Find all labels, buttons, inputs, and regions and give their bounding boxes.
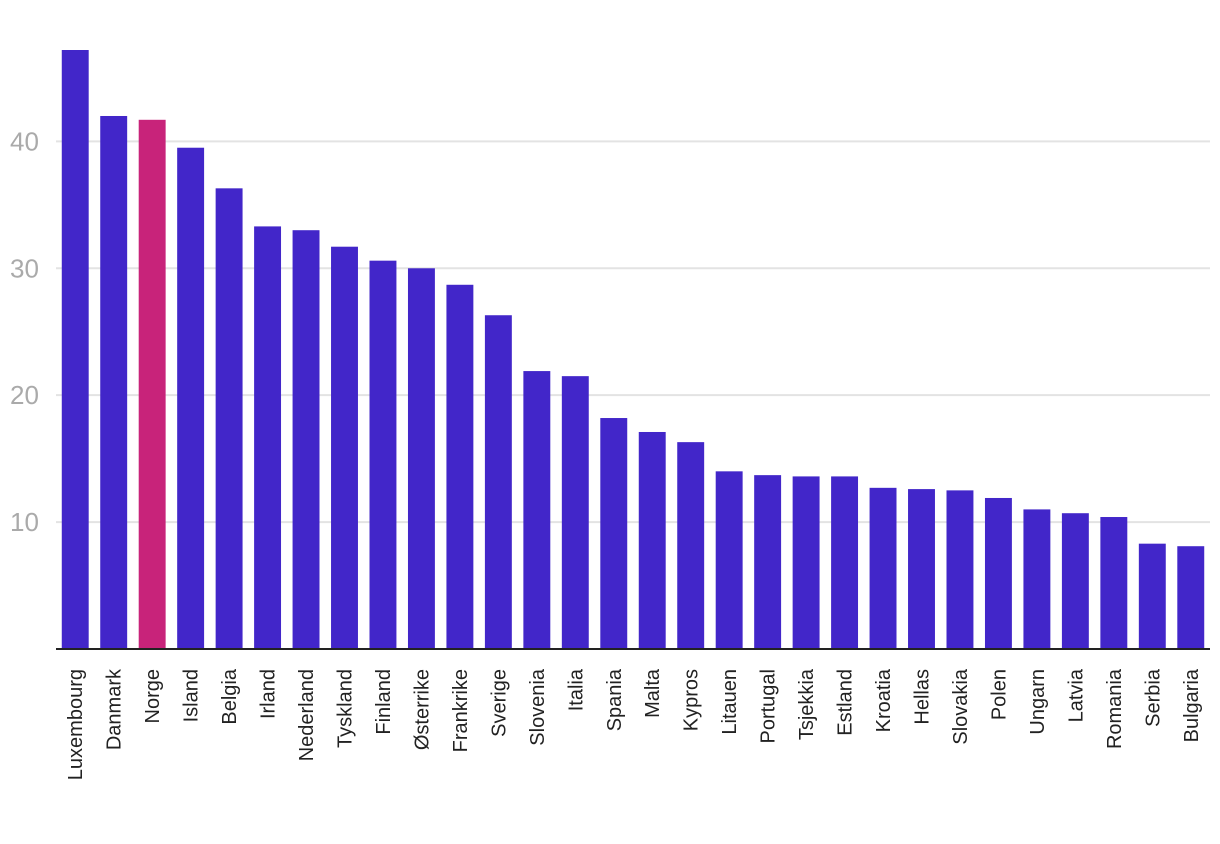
bar (138, 119, 166, 650)
x-tick-label: Kroatia (873, 668, 895, 732)
x-tick-label: Ungarn (1027, 669, 1049, 735)
bar (984, 497, 1012, 649)
y-tick-label: 30 (10, 253, 39, 283)
x-tick-label: Slovenia (527, 668, 549, 746)
x-tick-label: Malta (642, 668, 664, 718)
bars (61, 50, 1205, 650)
y-tick-label: 40 (10, 126, 39, 156)
x-tick-label: Sverige (488, 669, 510, 737)
bar (523, 371, 551, 649)
bar (1177, 546, 1205, 649)
x-tick-label: Luxembourg (65, 669, 87, 780)
bar (677, 442, 705, 649)
y-tick-label: 20 (10, 380, 39, 410)
bar (100, 115, 128, 650)
x-tick-label: Finland (373, 669, 395, 735)
gridlines (56, 140, 1210, 524)
bar (61, 50, 89, 649)
bar (1138, 543, 1166, 649)
bar (754, 475, 782, 649)
x-tick-label: Litauen (719, 669, 741, 735)
bar (177, 147, 205, 650)
x-tick-label: Hellas (912, 669, 934, 725)
bar (1100, 517, 1128, 649)
x-tick-label: Danmark (104, 668, 126, 750)
x-tick-label: Østerrike (411, 669, 433, 750)
bar (715, 471, 743, 649)
bar (484, 315, 512, 649)
bar (1023, 509, 1051, 649)
x-tick-label: Serbia (1142, 668, 1164, 727)
bar (831, 476, 859, 649)
x-tick-label: Spania (604, 668, 626, 731)
x-tick-label: Norge (142, 669, 164, 723)
x-tick-label: Estland (835, 669, 857, 736)
bar (407, 268, 435, 649)
x-tick-label: Island (181, 669, 203, 722)
bar (446, 284, 474, 649)
bar (292, 230, 320, 649)
bar (331, 246, 358, 649)
bar (1061, 513, 1089, 649)
bar (638, 431, 666, 649)
x-tick-label: Bulgaria (1181, 668, 1203, 742)
x-axis-ticks: Luxembourg Danmark Norge Island Belgia Irland… (65, 668, 1203, 780)
bar (908, 489, 935, 649)
x-tick-label: Tsjekkia (796, 668, 818, 740)
x-tick-label: Belgia (219, 668, 241, 724)
y-axis-ticks: 10 20 30 40 (10, 126, 39, 537)
x-tick-label: Tyskland (335, 669, 357, 748)
bar (561, 376, 589, 649)
x-tick-label: Irland (258, 669, 280, 719)
x-tick-label: Slovakia (950, 668, 972, 744)
bar (215, 188, 243, 650)
x-tick-label: Frankrike (450, 669, 472, 752)
x-tick-label: Polen (988, 669, 1010, 720)
bar (600, 418, 628, 649)
bar (369, 260, 397, 649)
bar (254, 226, 282, 649)
x-tick-label: Romania (1104, 668, 1126, 749)
bar (792, 476, 820, 649)
x-tick-label: Kypros (681, 669, 703, 731)
x-tick-label: Italia (565, 668, 587, 711)
y-tick-label: 10 (10, 507, 39, 537)
bar (869, 487, 897, 649)
x-tick-label: Nederland (296, 669, 318, 761)
x-tick-label: Latvia (1065, 668, 1087, 722)
x-tick-label: Portugal (758, 669, 780, 744)
bar (946, 490, 974, 649)
